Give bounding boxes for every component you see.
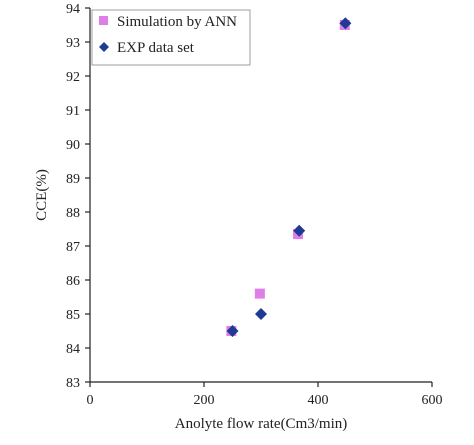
x-ticks: 0 200 400 600 xyxy=(87,382,443,408)
y-tick-label: 84 xyxy=(66,342,80,357)
y-tick-label: 91 xyxy=(66,104,80,119)
x-axis-title: Anolyte flow rate(Cm3/min) xyxy=(175,416,347,432)
legend-label-simulation: Simulation by ANN xyxy=(117,14,237,30)
axes xyxy=(89,8,432,383)
legend-box xyxy=(91,9,251,66)
x-tick-label: 400 xyxy=(308,393,329,408)
y-tick-label: 94 xyxy=(66,2,80,17)
x-tick-label: 200 xyxy=(194,393,215,408)
y-tick-label: 83 xyxy=(66,376,80,391)
y-tick-label: 92 xyxy=(66,70,80,85)
y-tick-label: 86 xyxy=(66,274,80,289)
x-tick-label: 600 xyxy=(422,393,443,408)
legend: Simulation by ANN EXP data set xyxy=(91,9,251,66)
data-point-simulation xyxy=(254,288,265,299)
data-point-exp xyxy=(293,224,306,237)
legend-marker-simulation xyxy=(99,16,108,25)
data-point-exp xyxy=(255,308,267,320)
data-markers xyxy=(226,17,352,337)
data-point-exp xyxy=(226,325,239,337)
y-tick-label: 90 xyxy=(66,138,80,153)
y-tick-label: 89 xyxy=(66,172,80,187)
y-tick-label: 85 xyxy=(66,308,80,323)
y-tick-label: 88 xyxy=(66,206,80,221)
legend-marker-exp xyxy=(99,42,109,52)
x-tick-label: 0 xyxy=(87,393,94,408)
legend-label-exp: EXP data set xyxy=(117,40,195,56)
data-point-exp xyxy=(339,17,352,30)
y-ticks: 83 84 85 86 87 88 89 90 91 92 93 94 xyxy=(66,2,90,391)
y-tick-label: 87 xyxy=(66,240,80,255)
y-tick-label: 93 xyxy=(66,36,80,51)
y-axis-title: CCE(%) xyxy=(34,169,50,221)
